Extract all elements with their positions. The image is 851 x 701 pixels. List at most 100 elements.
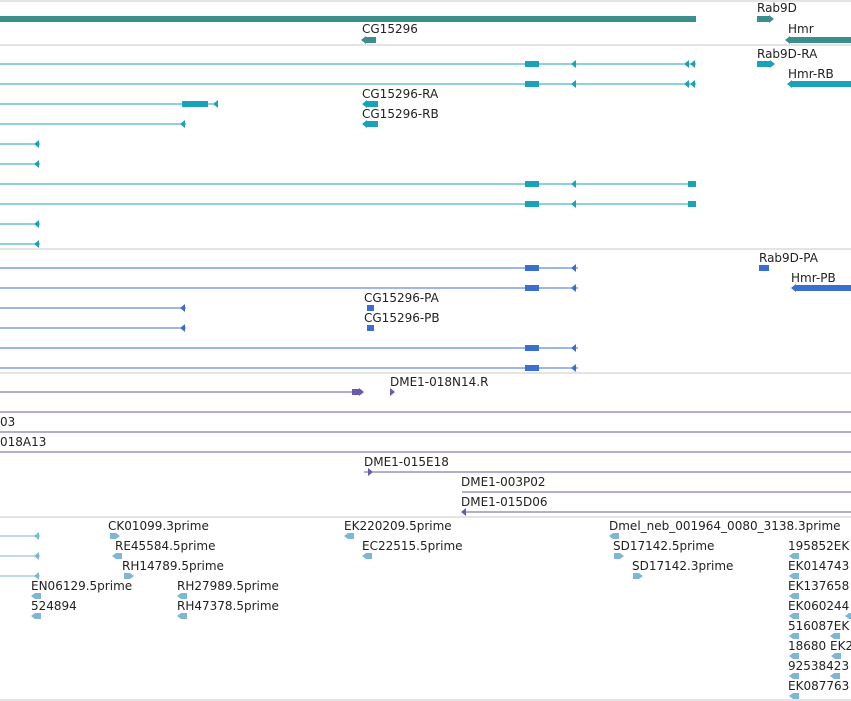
transcript-hmr-rb[interactable] xyxy=(792,81,851,87)
est-feature-12[interactable] xyxy=(793,553,799,559)
est-feature-11-arrow[interactable] xyxy=(639,573,643,579)
est-feature-6[interactable] xyxy=(181,613,187,619)
est-feature-16[interactable] xyxy=(793,633,799,639)
est-feature-8-arrow[interactable] xyxy=(362,553,366,559)
transcript-long-b-1-arrow[interactable] xyxy=(571,200,576,208)
transcript-cg15296-rb[interactable] xyxy=(366,121,378,127)
est-feature-10-arrow[interactable] xyxy=(620,553,624,559)
est-short-2-arrow[interactable] xyxy=(34,572,39,580)
mrna-rab9d-pa[interactable] xyxy=(759,265,769,271)
transcript-hmr-rb-arrow[interactable] xyxy=(787,80,792,88)
transcript-row-1-exon[interactable] xyxy=(525,61,539,67)
gene-feature-rab9d[interactable] xyxy=(757,16,769,22)
est-feature-4[interactable] xyxy=(35,613,41,619)
est-feature-11[interactable] xyxy=(633,573,639,579)
est-feature-14[interactable] xyxy=(793,593,799,599)
transcript-long-b-0-exon[interactable] xyxy=(525,181,539,187)
est-feature-9[interactable] xyxy=(613,533,619,539)
est-feature-18-arrow[interactable] xyxy=(831,653,835,659)
est-feature-17[interactable] xyxy=(793,653,799,659)
est-extra-1-arrow[interactable] xyxy=(830,673,834,679)
est-feature-5-arrow[interactable] xyxy=(177,593,181,599)
est-feature-20[interactable] xyxy=(793,693,799,699)
mrna-short-0-arrow[interactable] xyxy=(180,304,185,312)
clone-row-1-arrow[interactable] xyxy=(359,388,364,396)
transcript-long-b-0-end[interactable] xyxy=(688,181,696,187)
est-feature-3-arrow[interactable] xyxy=(31,593,35,599)
est-feature-10[interactable] xyxy=(614,553,620,559)
est-feature-18[interactable] xyxy=(835,653,841,659)
gene-feature-bar[interactable] xyxy=(0,16,696,22)
transcript-long-b-1-exon[interactable] xyxy=(525,201,539,207)
est-extra-0-arrow[interactable] xyxy=(830,633,834,639)
est-feature-1-arrow[interactable] xyxy=(112,553,116,559)
clone-015e18-arrow[interactable] xyxy=(368,468,373,476)
mrna-row-3-exon[interactable] xyxy=(525,365,539,371)
mrna-hmr-pb-arrow[interactable] xyxy=(791,284,796,292)
transcript-row-3-arrow[interactable] xyxy=(213,100,218,108)
transcript-rab9d-ra-arrow[interactable] xyxy=(770,60,775,68)
transcript-row-2-arrow-end-0[interactable] xyxy=(684,80,689,88)
transcript-row-4-arrow[interactable] xyxy=(180,120,185,128)
transcript-long-b-1-end[interactable] xyxy=(688,201,696,207)
transcript-cg15296-ra-arrow[interactable] xyxy=(362,100,367,108)
mrna-hmr-pb[interactable] xyxy=(796,285,851,291)
transcript-row-1-arrow-end-1[interactable] xyxy=(690,60,695,68)
mrna-short-1-arrow[interactable] xyxy=(180,324,185,332)
mrna-row-0-arrow[interactable] xyxy=(571,264,576,272)
est-extra-0[interactable] xyxy=(834,633,840,639)
transcript-short-2-arrow[interactable] xyxy=(34,220,39,228)
transcript-short-0-arrow[interactable] xyxy=(34,140,39,148)
est-short-1-arrow[interactable] xyxy=(34,552,39,560)
est-feature-13[interactable] xyxy=(793,573,799,579)
est-feature-20-arrow[interactable] xyxy=(789,693,793,699)
transcript-long-b-0-arrow[interactable] xyxy=(571,180,576,188)
mrna-row-2-arrow[interactable] xyxy=(571,344,576,352)
est-feature-5[interactable] xyxy=(181,593,187,599)
transcript-rab9d-ra[interactable] xyxy=(757,61,771,67)
gene-feature-hmr-arrow[interactable] xyxy=(785,36,790,44)
mrna-row-1-arrow[interactable] xyxy=(571,284,576,292)
est-feature-17-arrow[interactable] xyxy=(789,653,793,659)
transcript-row-2-arrow-a[interactable] xyxy=(571,80,576,88)
est-feature-14-arrow[interactable] xyxy=(789,593,793,599)
est-feature-2-arrow[interactable] xyxy=(130,573,134,579)
transcript-row-2-arrow-end-1[interactable] xyxy=(690,80,695,88)
transcript-row-2-exon[interactable] xyxy=(525,81,539,87)
mrna-row-3-arrow[interactable] xyxy=(571,364,576,372)
est-feature-0[interactable] xyxy=(110,533,116,539)
est-feature-19-arrow[interactable] xyxy=(789,673,793,679)
est-feature-19[interactable] xyxy=(793,673,799,679)
est-feature-7[interactable] xyxy=(348,533,354,539)
mrna-row-2-exon[interactable] xyxy=(525,345,539,351)
est-feature-12-arrow[interactable] xyxy=(789,553,793,559)
mrna-cg15296-pb[interactable] xyxy=(367,325,374,331)
est-extra-1[interactable] xyxy=(834,673,840,679)
transcript-short-3-arrow[interactable] xyxy=(34,240,39,248)
transcript-row-3-exon[interactable] xyxy=(182,101,208,107)
est-feature-4-arrow[interactable] xyxy=(31,613,35,619)
transcript-row-1-arrow-a[interactable] xyxy=(571,60,576,68)
est-feature-2[interactable] xyxy=(124,573,130,579)
est-feature-7-arrow[interactable] xyxy=(344,533,348,539)
transcript-row-1-arrow-end-0[interactable] xyxy=(684,60,689,68)
est-feature-16-arrow[interactable] xyxy=(789,633,793,639)
mrna-row-0-exon[interactable] xyxy=(525,265,539,271)
est-feature-6-arrow[interactable] xyxy=(177,613,181,619)
gene-feature-cg15296-arrow[interactable] xyxy=(361,36,366,44)
mrna-cg15296-pa[interactable] xyxy=(367,305,374,311)
est-short-0-arrow[interactable] xyxy=(34,532,39,540)
mrna-row-1-exon[interactable] xyxy=(525,285,539,291)
gene-feature-hmr[interactable] xyxy=(790,37,851,43)
est-extra-2[interactable] xyxy=(849,613,851,619)
transcript-short-1-arrow[interactable] xyxy=(34,160,39,168)
clone-row-1-end[interactable] xyxy=(352,389,360,395)
est-feature-8[interactable] xyxy=(366,553,372,559)
est-extra-2-arrow[interactable] xyxy=(845,613,849,619)
est-feature-15[interactable] xyxy=(793,613,799,619)
est-feature-0-arrow[interactable] xyxy=(116,533,120,539)
est-feature-9-arrow[interactable] xyxy=(609,533,613,539)
transcript-cg15296-rb-arrow[interactable] xyxy=(362,120,367,128)
est-feature-3[interactable] xyxy=(35,593,41,599)
est-feature-15-arrow[interactable] xyxy=(789,613,793,619)
